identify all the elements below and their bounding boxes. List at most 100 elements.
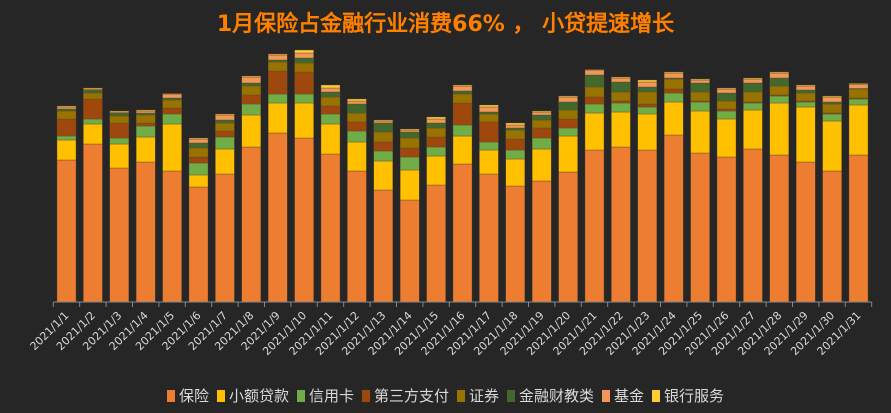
bar-segment-1 [479,173,499,303]
bar-segment-4 [637,103,657,108]
bar-segment-7 [822,96,842,103]
bar-segment-5 [532,119,552,129]
stacked-bar-chart: 2021/1/12021/1/22021/1/32021/1/42021/1/5… [27,49,873,358]
bar-segment-6 [188,142,209,149]
bar-segment-1 [690,152,710,303]
bar-segment-1 [664,134,684,303]
bar-segment-4 [135,122,156,127]
bar-segment-7 [426,118,446,124]
bar-segment-8 [505,122,525,126]
bar-segment-1 [162,170,182,303]
bar-segment-1 [426,184,446,303]
bar-segment-3 [400,156,420,171]
bar-segment-5 [426,127,446,138]
bar-segment-5 [56,110,77,120]
bar-segment-2 [426,155,446,186]
bar-segment-2 [822,120,842,172]
bar-segment-7 [584,69,605,76]
bar-segment-2 [56,139,77,161]
bar-segment-7 [320,87,341,93]
bar-segment-7 [743,78,763,84]
bar-segment-1 [848,154,869,303]
bar-segment-8 [109,110,130,113]
bar-segment-3 [135,125,156,138]
bar-segment-6 [796,89,816,94]
bar-segment-5 [373,131,393,143]
bar-segment-8 [83,87,103,90]
bar-segment-4 [716,108,737,112]
legend-item[interactable]: 第三方支付 [361,385,449,406]
legend-label: 证券 [469,387,500,405]
bar-segment-4 [215,130,235,138]
legend-item[interactable]: 基金 [602,385,644,406]
bar-segment-4 [241,94,262,105]
bar-segment-3 [796,101,816,108]
legend-item[interactable]: 银行服务 [652,385,724,406]
bar-segment-3 [505,149,525,160]
bar-segment-6 [505,127,525,131]
bar-segment-8 [769,71,789,74]
legend-item[interactable]: 金融财教类 [507,385,594,406]
bar-segment-5 [320,96,341,107]
bar-segment-8 [347,98,367,102]
bar-segment-8 [690,78,710,81]
bar-segment-3 [426,146,446,157]
bar-segment-1 [637,149,657,303]
legend-label: 基金 [614,387,645,405]
bar-segment-7 [716,88,737,94]
bar-segment-2 [796,106,816,163]
bar-segment-8 [611,76,631,79]
bar-segment-6 [268,59,288,63]
bar-segment-7 [796,85,816,91]
legend-label: 金融财教类 [519,387,595,405]
bar-segment-2 [347,141,367,172]
bar-segment-5 [848,88,869,99]
bar-segment-3 [162,113,182,125]
bar-segment-1 [558,171,578,303]
bar-segment-5 [769,85,789,96]
legend-swatch [507,389,516,402]
legend-swatch [166,389,175,402]
bar-segment-2 [188,174,209,188]
bar-segment-8 [426,116,446,120]
legend-item[interactable]: 保险 [166,385,209,406]
bar-segment-7 [268,54,288,61]
bar-segment-4 [505,138,525,151]
bar-segment-1 [215,173,235,303]
bar-segment-4 [611,100,631,104]
chart-title: 1月保险占金融行业消费66% ， 小贷提速增长 [216,12,675,37]
legend-item[interactable]: 小额贷款 [216,385,289,406]
legend: 保险 小额贷款 信用卡 第三方支付 证券 金融财教类 基金 银行服务 [0,385,891,406]
bar-segment-7 [664,72,684,79]
bar-segment-3 [848,98,869,106]
bar-segment-5 [215,122,235,132]
bar-segment-7 [294,52,314,59]
bar-segment-6 [479,111,499,115]
bar-segment-8 [584,69,605,71]
bar-segment-2 [769,102,789,156]
bar-segment-7 [479,106,499,113]
legend-item[interactable]: 信用卡 [296,385,354,406]
bar-segment-7 [162,93,182,99]
bar-segment-2 [162,123,182,172]
bar-segment-2 [743,109,763,150]
bar-segment-8 [452,84,473,87]
bar-segment-6 [109,112,130,117]
legend-label: 保险 [178,387,209,405]
bar-segment-8 [558,95,578,98]
bar-segment-8 [743,77,763,80]
bar-segment-1 [716,156,737,303]
bar-segment-3 [56,135,77,141]
bar-segment-8 [479,104,499,108]
bar-segment-3 [611,102,631,113]
legend-item[interactable]: 证券 [457,385,499,406]
bar-segment-5 [743,91,763,103]
bar-segment-6 [452,90,473,95]
bar-segment-2 [400,169,420,201]
bar-segment-5 [452,93,473,104]
bar-segment-3 [558,127,578,137]
bar-segment-4 [452,102,473,126]
bar-segment-1 [611,146,631,303]
bar-segment-5 [558,109,578,120]
bar-segment-1 [743,148,763,303]
